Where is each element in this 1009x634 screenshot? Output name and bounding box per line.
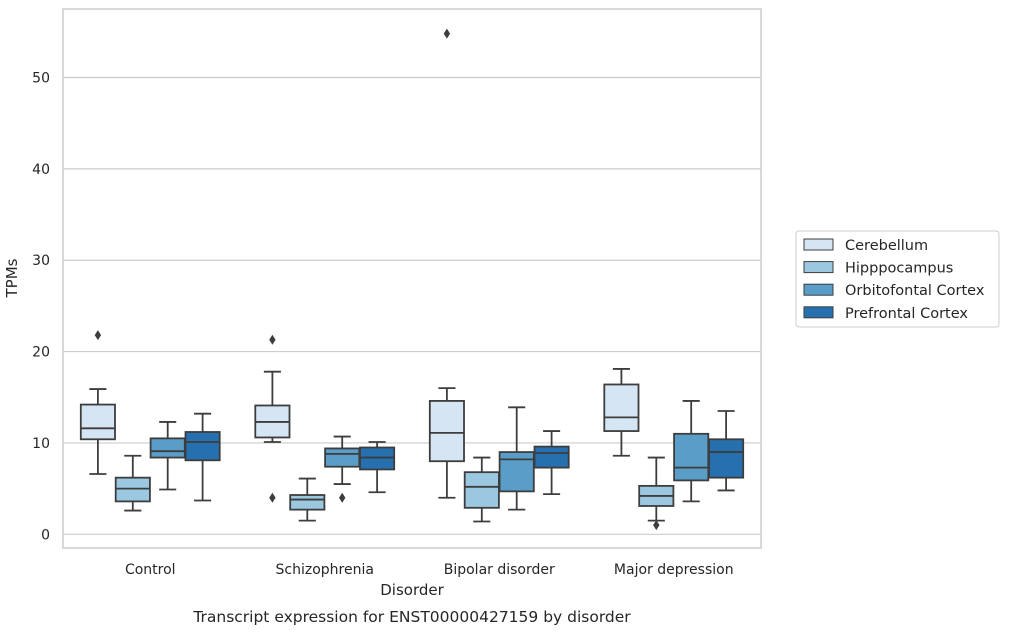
box-group — [533, 430, 570, 496]
box — [114, 476, 151, 503]
box-group — [498, 406, 535, 511]
box — [149, 437, 186, 459]
x-tick-label: Major depression — [614, 562, 734, 578]
legend-label: Cerebellum — [845, 238, 928, 254]
x-axis-ticks: Control Schizophrenia Bipolar disorder Majo… — [125, 562, 734, 578]
x-axis-title: Disorder — [380, 581, 444, 599]
box — [359, 446, 396, 471]
outlier-point — [653, 520, 660, 531]
legend-label: Orbitofontal Cortex — [845, 283, 985, 299]
y-axis-ticks: 0 10 20 30 40 50 — [32, 71, 50, 544]
legend-swatch — [803, 283, 834, 296]
legend-swatch — [803, 261, 834, 274]
box — [324, 447, 361, 468]
box — [498, 451, 535, 493]
outlier-point — [269, 492, 276, 503]
box-group — [254, 334, 291, 503]
box-group — [289, 477, 326, 522]
box-group — [359, 441, 396, 494]
box — [708, 438, 745, 479]
box-group — [603, 368, 640, 457]
plot-area-frame — [62, 8, 762, 549]
box-group — [184, 412, 221, 502]
legend-swatch — [803, 306, 834, 319]
x-tick-label: Control — [125, 562, 176, 578]
box — [184, 431, 221, 462]
outlier-point — [339, 492, 346, 503]
box-group — [324, 435, 361, 503]
box-group — [79, 330, 116, 475]
chart-caption: Transcript expression for ENST0000042715… — [192, 608, 631, 626]
y-tick-label: 20 — [32, 345, 50, 361]
x-tick-label: Schizophrenia — [276, 562, 374, 578]
legend-swatch — [803, 238, 834, 251]
outlier-point — [269, 334, 276, 345]
legend-label: Hipppocampus — [845, 261, 953, 277]
box-group — [708, 410, 745, 492]
legend-frame — [795, 230, 1000, 328]
outlier-point — [443, 28, 451, 39]
y-tick-label: 0 — [41, 527, 50, 543]
y-tick-label: 10 — [32, 436, 50, 452]
boxes — [79, 28, 745, 531]
outlier-point — [94, 330, 102, 341]
legend: Cerebellum Hipppocampus Orbitofontal Corte… — [795, 230, 1000, 328]
box — [428, 400, 465, 463]
y-tick-label: 50 — [32, 71, 50, 87]
box — [463, 471, 500, 509]
y-tick-label: 30 — [32, 253, 50, 269]
box — [79, 403, 116, 441]
x-tick-label: Bipolar disorder — [444, 562, 555, 578]
box-group — [114, 454, 151, 512]
box-group — [638, 456, 675, 531]
box — [603, 383, 640, 432]
box — [533, 445, 570, 469]
legend-label: Prefrontal Cortex — [845, 306, 968, 322]
box-group — [428, 28, 465, 499]
y-tick-label: 40 — [32, 162, 50, 178]
box — [289, 494, 326, 511]
y-axis-title: TPMs — [3, 258, 21, 298]
box-group — [673, 400, 710, 503]
box — [673, 432, 710, 482]
